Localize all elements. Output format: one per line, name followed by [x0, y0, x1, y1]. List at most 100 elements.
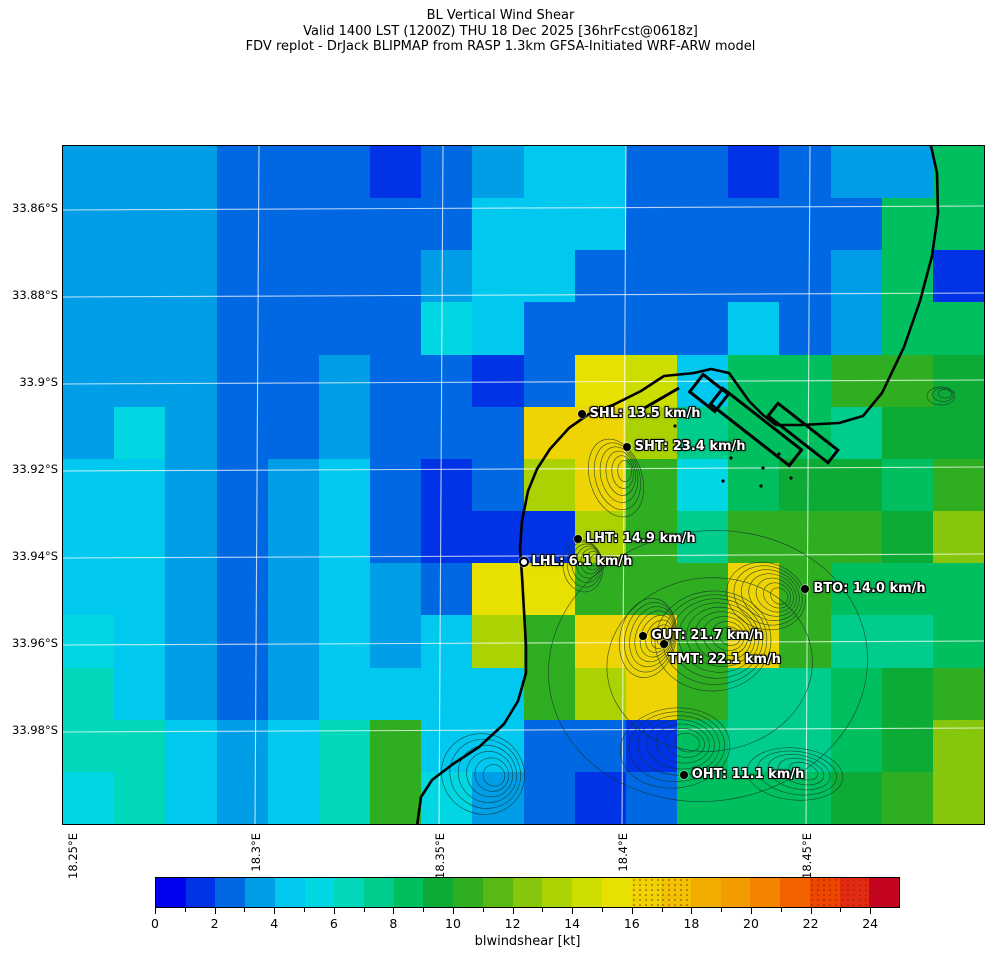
grid-cell [677, 302, 729, 355]
y-tick-label: 33.94°S [12, 549, 58, 563]
colorbar-tick-label: 22 [802, 916, 819, 931]
grid-cell [318, 771, 370, 824]
grid-cell [63, 667, 115, 720]
grid-cell [318, 458, 370, 512]
grid-cell [370, 406, 422, 459]
grid-cell [932, 250, 984, 303]
grid-cell [779, 667, 831, 720]
colorbar-tick-label: 8 [389, 916, 398, 931]
colorbar-tick [631, 908, 633, 914]
colorbar-tick-label: 10 [445, 916, 461, 931]
grid-cell [932, 771, 984, 824]
grid-cell [370, 667, 422, 720]
grid-cell [830, 146, 882, 199]
grid-cell [318, 615, 370, 668]
rock-specks [651, 406, 793, 488]
colorbar-tick [721, 908, 723, 912]
grid-cell [472, 302, 524, 355]
station-dot-icon [679, 771, 688, 780]
grid-cell [318, 146, 370, 199]
y-tick-label: 33.88°S [12, 288, 58, 303]
grid-cell [472, 563, 524, 616]
coastline [415, 146, 940, 824]
y-tick-label: 33.86°S [12, 200, 58, 215]
grid-cell [932, 302, 984, 355]
colorbar-segment [839, 878, 870, 907]
colorbar-tick [870, 908, 872, 914]
grid-cell [677, 406, 729, 459]
grid-cell [779, 146, 831, 199]
grid-cell [421, 198, 473, 251]
grid-cell [63, 615, 115, 668]
colorbar-tick-label: 18 [683, 916, 700, 931]
grid-cell [114, 302, 166, 355]
colorbar-segment [364, 878, 394, 907]
colorbar-tick [393, 908, 395, 914]
grid-cell [523, 250, 575, 303]
grid-cell [830, 771, 882, 824]
station-dot-icon [801, 585, 810, 594]
grid-cell [216, 511, 268, 564]
grid-cell [165, 615, 217, 668]
grid-cell [63, 146, 115, 199]
colorbar-segment [631, 878, 662, 907]
grid-cell [267, 406, 319, 459]
colorbar-segment [661, 878, 691, 907]
grid-cell [216, 354, 268, 407]
grid-cell [370, 354, 422, 407]
grid-cell [523, 719, 575, 772]
grid-cell [472, 406, 524, 459]
grid-cell [421, 146, 473, 199]
grid-cell [267, 615, 319, 668]
colorbar-tick-label: 16 [623, 916, 640, 931]
grid-cell [574, 719, 626, 772]
grid-cell [216, 667, 268, 720]
map-overlay-layer [63, 146, 984, 824]
grid-cell [165, 146, 217, 199]
station-label: TMT: 22.1 km/h [668, 651, 781, 667]
grid-cell [421, 406, 473, 459]
colorbar-segment [542, 878, 573, 907]
colorbar-tick [333, 908, 335, 914]
grid-cell [165, 250, 217, 303]
grid-cell [114, 250, 166, 303]
station-label: LHL: 6.1 km/h [531, 553, 633, 569]
grid-cell [472, 511, 524, 564]
grid-cell [574, 250, 626, 303]
grid-cell [370, 771, 422, 824]
chart-valid-time: Valid 1400 LST (1200Z) THU 18 Dec 2025 [… [303, 23, 698, 39]
grid-cell [625, 771, 677, 824]
colorbar-segment [780, 878, 810, 907]
grid-cell [165, 511, 217, 564]
colorbar-tick [244, 908, 246, 912]
grid-cell [267, 719, 319, 772]
grid-cell [165, 458, 217, 512]
grid-cell [625, 406, 677, 459]
grid-cell [216, 250, 268, 303]
grid-cell [318, 719, 370, 772]
grid-cell [932, 563, 984, 616]
colorbar-segment [334, 878, 365, 907]
colorbar-tick [542, 908, 544, 912]
colorbar-segment [720, 878, 751, 907]
grid-cell [421, 250, 473, 303]
grid-cell [114, 511, 166, 564]
grid-cell [523, 302, 575, 355]
station-annotations: SHL: 13.5 km/h SHT: 23.4 km/h LHT: 14.9 km… [63, 146, 984, 824]
grid-cell [267, 354, 319, 407]
grid-cell [216, 563, 268, 616]
grid-cell [114, 719, 166, 772]
grid-cell [63, 406, 115, 459]
y-tick-label: 33.9°S [19, 375, 58, 389]
grid-cell [216, 719, 268, 772]
colorbar-segment [572, 878, 602, 907]
grid-cell [472, 354, 524, 407]
grid-cell [63, 354, 115, 407]
colorbar-segment [274, 878, 305, 907]
grid-cell [881, 406, 933, 459]
grid-cell [63, 302, 115, 355]
colorbar-tick-label: 4 [270, 916, 279, 931]
grid-cell [523, 198, 575, 251]
grid-cell [574, 615, 626, 668]
